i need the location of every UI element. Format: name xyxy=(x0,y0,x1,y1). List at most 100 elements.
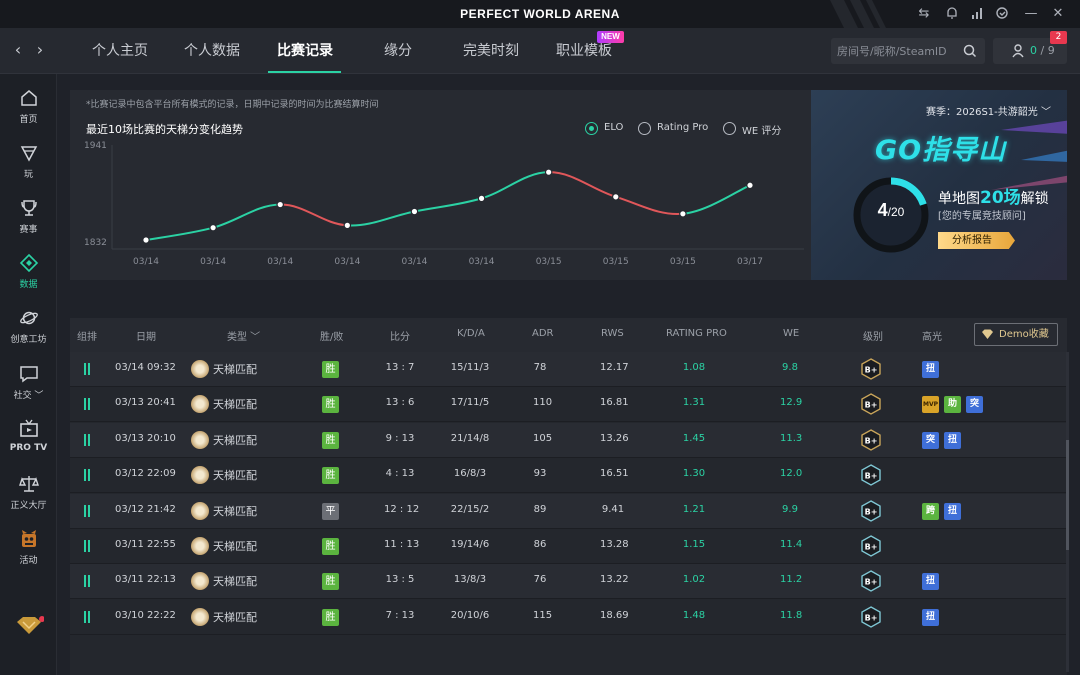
sidebar-item-pro-tv[interactable]: PRO TV xyxy=(0,419,57,469)
cell-kda: 21/14/8 xyxy=(450,432,490,444)
tab-personal-data[interactable]: 个人数据 xyxy=(184,43,240,59)
friends-count: 0 / 9 xyxy=(1030,44,1055,57)
header-result: 胜/败 xyxy=(320,332,344,343)
highlight-badge[interactable]: MVP xyxy=(922,396,939,414)
highlight-badge[interactable]: 突 xyxy=(922,431,939,449)
close-icon[interactable]: ✕ xyxy=(1052,6,1064,21)
search-icon[interactable] xyxy=(962,43,978,59)
tab-perfect-moments[interactable]: 完美时刻 xyxy=(463,43,519,59)
table-row[interactable]: 03/11 22:13 天梯匹配 胜 13 : 5 13/8/3 76 13.22 1.02 1… xyxy=(70,564,1067,600)
play-icon xyxy=(20,146,38,162)
cell-adr: 86 xyxy=(533,539,547,550)
table-row[interactable]: 03/12 21:42 天梯匹配 平 12 : 12 22/15/2 89 9.41 1.21… xyxy=(70,493,1067,529)
sidebar-item-activities[interactable]: 活动 xyxy=(0,529,57,579)
sidebar-item-justice-hall[interactable]: 正义大厅 xyxy=(0,474,57,524)
table-row[interactable]: 03/14 09:32 天梯匹配 胜 13 : 7 15/11/3 78 12.17 1.08… xyxy=(70,352,1067,387)
minimize-icon[interactable]: — xyxy=(1024,6,1038,21)
elo-line-segment xyxy=(280,203,348,227)
sidebar-item-events[interactable]: 赛事 xyxy=(0,198,57,248)
cell-kda: 20/10/6 xyxy=(450,609,490,621)
decorative-streaks xyxy=(991,120,1067,190)
highlight-badge[interactable]: 扭 xyxy=(922,608,939,626)
group-indicator-icon xyxy=(84,540,90,552)
elo-line-segment xyxy=(212,203,281,229)
ladder-mode-icon xyxy=(191,360,209,378)
analysis-report-button[interactable]: 分析报告 xyxy=(938,232,1015,249)
result-badge: 胜 xyxy=(322,361,339,378)
svg-text:B+: B+ xyxy=(865,472,878,481)
header-kda: K/D/A xyxy=(457,328,485,339)
season-selector[interactable]: 赛季：2026S1-共游韶光 ﹀ xyxy=(926,107,1051,118)
sidebar-item-home[interactable]: 首页 xyxy=(0,88,57,138)
cell-adr: 89 xyxy=(533,503,547,515)
sidebar-item-play[interactable]: 玩 xyxy=(0,143,57,193)
highlight-badge[interactable]: 扭 xyxy=(944,431,961,449)
table-row[interactable]: 03/12 22:09 天梯匹配 胜 4 : 13 16/8/3 93 16.51 1.30 1… xyxy=(70,458,1067,494)
cell-score: 4 : 13 xyxy=(385,468,415,480)
bell-icon[interactable] xyxy=(944,6,960,22)
table-row[interactable]: 03/13 20:41 天梯匹配 胜 13 : 6 17/11/5 110 16.81 1.3… xyxy=(70,387,1067,423)
cell-we: 9.9 xyxy=(782,503,798,515)
go-coach-banner[interactable]: 赛季：2026S1-共游韶光 ﹀ GO指导山 4/20 单地图20场解锁 [您的… xyxy=(811,90,1067,280)
cell-rating: 1.08 xyxy=(682,362,706,373)
trophy-icon xyxy=(21,200,37,216)
highlight-badge[interactable]: 突 xyxy=(966,396,983,414)
x-tick-label: 03/14 xyxy=(334,257,360,267)
shield-check-icon[interactable] xyxy=(994,6,1010,22)
sidebar-item-data[interactable]: 数据 xyxy=(0,253,57,303)
x-tick-label: 03/15 xyxy=(670,257,696,267)
table-row[interactable]: 03/10 22:22 天梯匹配 胜 7 : 13 20/10/6 115 18.69 1.4… xyxy=(70,600,1067,635)
table-row[interactable]: 03/13 20:10 天梯匹配 胜 9 : 13 21/14/8 105 13.26 1.4… xyxy=(70,422,1067,458)
tab-pro-templates[interactable]: 职业模板 xyxy=(556,43,612,59)
tab-match-records[interactable]: 比赛记录 xyxy=(277,43,333,59)
tab-profile[interactable]: 个人主页 xyxy=(92,43,148,59)
highlight-badge[interactable]: 扭 xyxy=(944,502,961,520)
cell-score: 9 : 13 xyxy=(385,432,415,444)
back-arrow-icon[interactable]: ‹ xyxy=(14,40,22,59)
rank-badge-icon: B+ xyxy=(861,605,881,628)
elo-trend-panel: *比赛记录中包含平台所有模式的记录，日期中记录的时间为比赛结算时间 最近10场比… xyxy=(70,90,811,280)
highlight-badge[interactable]: 助 xyxy=(944,396,961,414)
result-badge: 胜 xyxy=(322,573,339,591)
rank-badge-icon: B+ xyxy=(861,499,881,522)
cell-kda: 13/8/3 xyxy=(453,574,487,586)
search-input[interactable] xyxy=(837,42,955,60)
y-tick-label: 1832 xyxy=(84,238,107,248)
cell-date: 03/13 20:10 xyxy=(115,432,176,444)
cell-rating: 1.31 xyxy=(682,397,706,409)
cell-rating: 1.02 xyxy=(682,574,706,586)
header-type[interactable]: 类型 ﹀ xyxy=(227,332,261,343)
elo-line-segment xyxy=(414,197,482,213)
elo-line-segment xyxy=(615,195,683,216)
forward-arrow-icon[interactable]: › xyxy=(36,40,44,59)
carousel-dots[interactable] xyxy=(929,268,969,280)
event-icon xyxy=(22,530,36,547)
gem-store-icon[interactable] xyxy=(14,615,44,639)
svg-text:B+: B+ xyxy=(865,401,878,410)
elo-data-point xyxy=(746,181,754,190)
signal-icon[interactable] xyxy=(969,6,985,22)
table-row[interactable]: 03/11 22:55 天梯匹配 胜 11 : 13 19/14/6 86 13.28 1.1… xyxy=(70,529,1067,564)
result-badge: 胜 xyxy=(322,467,339,485)
header-rws: RWS xyxy=(601,328,624,339)
sidebar-item-social[interactable]: 社交 ﹀ xyxy=(0,364,57,414)
tab-affinity[interactable]: 缘分 xyxy=(384,43,412,59)
cell-rws: 16.51 xyxy=(600,468,629,480)
cell-we: 12.9 xyxy=(780,397,803,409)
cell-rws: 9.41 xyxy=(601,503,625,515)
highlight-badge[interactable]: 扭 xyxy=(922,361,939,378)
highlight-badge[interactable]: 扭 xyxy=(922,573,939,591)
cell-kda: 17/11/5 xyxy=(450,397,490,409)
elo-line-segment xyxy=(548,171,617,198)
switch-icon[interactable]: ⇆ xyxy=(918,6,930,21)
highlight-badge[interactable]: 跨 xyxy=(922,502,939,520)
cell-type: 天梯匹配 xyxy=(213,433,257,447)
elo-data-point xyxy=(611,193,620,201)
cell-adr: 110 xyxy=(533,397,553,409)
elo-data-point xyxy=(544,168,553,176)
table-scroll-thumb[interactable] xyxy=(1066,440,1069,550)
demo-favorites-button[interactable]: Demo收藏 xyxy=(974,323,1058,346)
rank-badge-icon: B+ xyxy=(861,570,881,593)
sidebar-item-workshop[interactable]: 创意工坊 xyxy=(0,308,57,358)
cell-we: 9.8 xyxy=(782,362,798,373)
